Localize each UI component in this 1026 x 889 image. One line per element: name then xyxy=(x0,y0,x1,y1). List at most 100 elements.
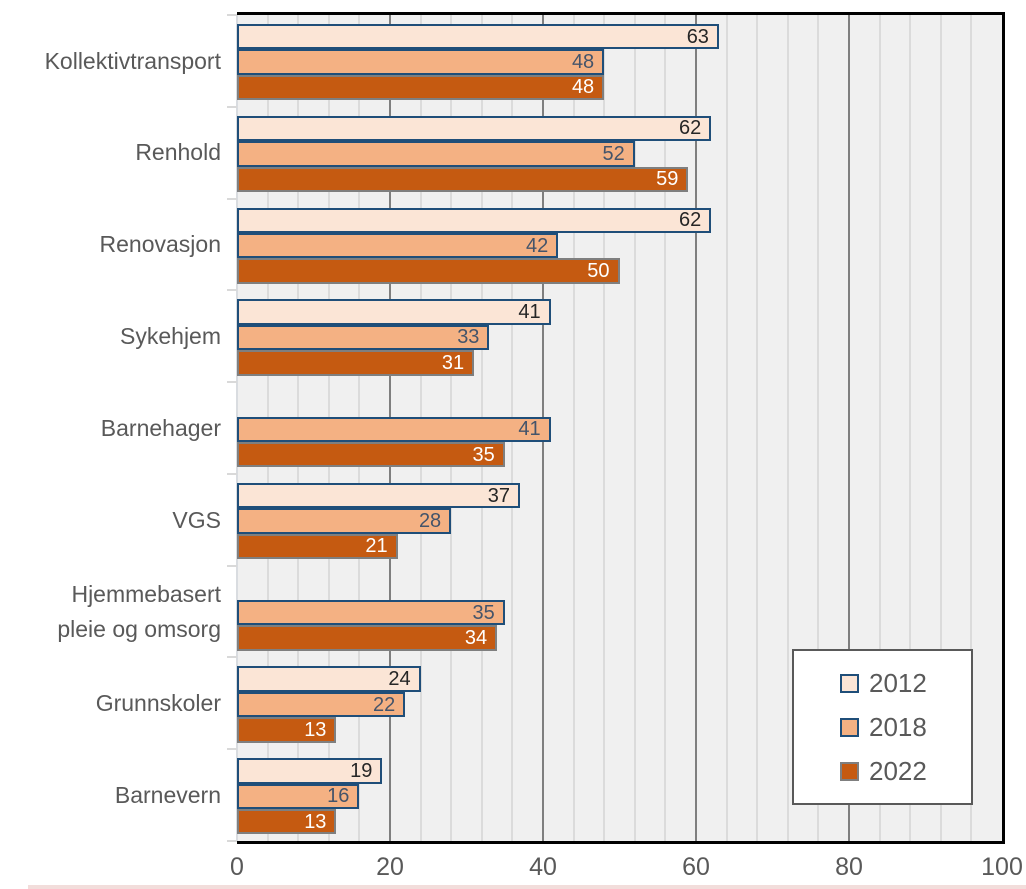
data-label: 42 xyxy=(526,234,549,257)
value-axis-label: 0 xyxy=(230,853,244,881)
bar-2022: 13 xyxy=(237,809,337,835)
data-label: 41 xyxy=(518,301,541,324)
legend-item-2022: 2022 xyxy=(840,758,971,784)
axis-tick xyxy=(227,197,237,200)
legend-label: 2022 xyxy=(869,756,927,786)
bar-2018: 28 xyxy=(237,508,452,534)
bar-2012: 19 xyxy=(237,758,383,784)
minor-gridline xyxy=(603,15,606,841)
data-label: 41 xyxy=(518,418,541,441)
data-label: 16 xyxy=(327,785,350,808)
data-label: 28 xyxy=(418,509,442,532)
bar-2012: 41 xyxy=(237,299,551,325)
value-axis-label: 80 xyxy=(835,853,863,881)
bar-2018: 33 xyxy=(237,324,490,351)
value-axis-label: 40 xyxy=(529,853,557,881)
data-label: 33 xyxy=(457,326,480,349)
legend-swatch xyxy=(840,673,859,693)
category-label: Barnevern xyxy=(114,781,221,808)
minor-gridline xyxy=(878,15,881,841)
bar-2012: 37 xyxy=(237,482,521,509)
axis-tick xyxy=(227,748,237,751)
bar-2012: 62 xyxy=(237,207,712,233)
data-label: 13 xyxy=(304,718,327,741)
data-label: 24 xyxy=(388,668,411,691)
minor-gridline xyxy=(572,15,575,841)
bottom-strip xyxy=(28,885,1026,889)
plot-area: 63 62 62 41 37 24 19 48 52 42 33 41 28 35 22 16 48 59 50 31… xyxy=(227,12,1005,844)
data-label: 59 xyxy=(656,168,679,191)
data-label: 35 xyxy=(472,443,495,466)
minor-gridline xyxy=(817,15,820,841)
data-label: 62 xyxy=(679,209,702,232)
bar-2022: 48 xyxy=(237,74,605,101)
legend-item-2018: 2018 xyxy=(840,714,971,740)
bar-2018: 52 xyxy=(237,141,635,167)
axis-tick xyxy=(227,381,237,384)
data-label: 22 xyxy=(373,693,396,716)
legend-swatch xyxy=(840,761,859,781)
bar-2012: 62 xyxy=(237,115,712,142)
category-label: Barnehager xyxy=(100,414,221,441)
legend-label: 2012 xyxy=(869,668,927,698)
axis-tick xyxy=(227,105,237,108)
minor-gridline xyxy=(725,15,728,841)
bar-2012: 63 xyxy=(237,24,719,50)
category-label: Sykehjem xyxy=(120,322,221,349)
legend: 2012 2018 2022 xyxy=(792,649,973,805)
bar-2022: 13 xyxy=(237,717,337,743)
value-axis-label: 20 xyxy=(376,853,404,881)
value-axis-label: 60 xyxy=(682,853,710,881)
axis-tick xyxy=(227,656,237,659)
data-label: 48 xyxy=(571,76,595,99)
bar-2018: 16 xyxy=(237,783,360,809)
bar-2018: 35 xyxy=(237,600,505,626)
minor-gridline xyxy=(970,15,973,841)
axis-tick xyxy=(227,564,237,567)
bar-2018: 22 xyxy=(237,691,406,718)
data-label: 34 xyxy=(464,627,488,650)
data-label: 52 xyxy=(602,142,625,165)
major-gridline xyxy=(848,15,850,841)
axis-tick xyxy=(227,289,237,292)
bar-2018: 42 xyxy=(237,232,559,259)
category-label: Hjemmebasert pleie og omsorg xyxy=(57,581,221,642)
data-label: 37 xyxy=(487,484,511,507)
data-label: 62 xyxy=(679,117,702,140)
data-label: 48 xyxy=(571,51,595,74)
axis-tick xyxy=(227,14,237,16)
category-label: Renhold xyxy=(135,139,221,166)
minor-gridline xyxy=(633,15,636,841)
axis-tick xyxy=(227,840,237,842)
minor-gridline xyxy=(664,15,667,841)
category-label: Kollektivtransport xyxy=(44,47,221,74)
value-axis-label: 100 xyxy=(981,853,1023,881)
category-label: Renovasjon xyxy=(99,231,221,258)
minor-gridline xyxy=(786,15,789,841)
minor-gridline xyxy=(909,15,912,841)
bar-2018: 41 xyxy=(237,416,551,442)
bar-2022: 34 xyxy=(237,625,498,651)
category-label: Grunnskoler xyxy=(95,690,221,717)
data-label: 19 xyxy=(350,759,373,782)
data-label: 35 xyxy=(472,601,495,624)
data-label: 31 xyxy=(441,351,465,374)
legend-label: 2018 xyxy=(869,712,927,742)
bar-2022: 59 xyxy=(237,166,689,192)
bar-2022: 21 xyxy=(237,533,398,560)
category-label: VGS xyxy=(172,506,221,533)
bar-2012: 24 xyxy=(237,666,421,692)
minor-gridline xyxy=(939,15,942,841)
legend-swatch xyxy=(840,717,859,737)
legend-item-2012: 2012 xyxy=(840,670,971,696)
data-label: 13 xyxy=(304,810,327,833)
data-label: 21 xyxy=(365,535,388,558)
data-label: 50 xyxy=(587,260,610,283)
bar-2022: 35 xyxy=(237,441,505,468)
minor-gridline xyxy=(756,15,759,841)
bar-2022: 31 xyxy=(237,350,475,376)
bar-2022: 50 xyxy=(237,258,620,284)
data-label: 63 xyxy=(686,25,709,48)
axis-tick xyxy=(227,472,237,475)
